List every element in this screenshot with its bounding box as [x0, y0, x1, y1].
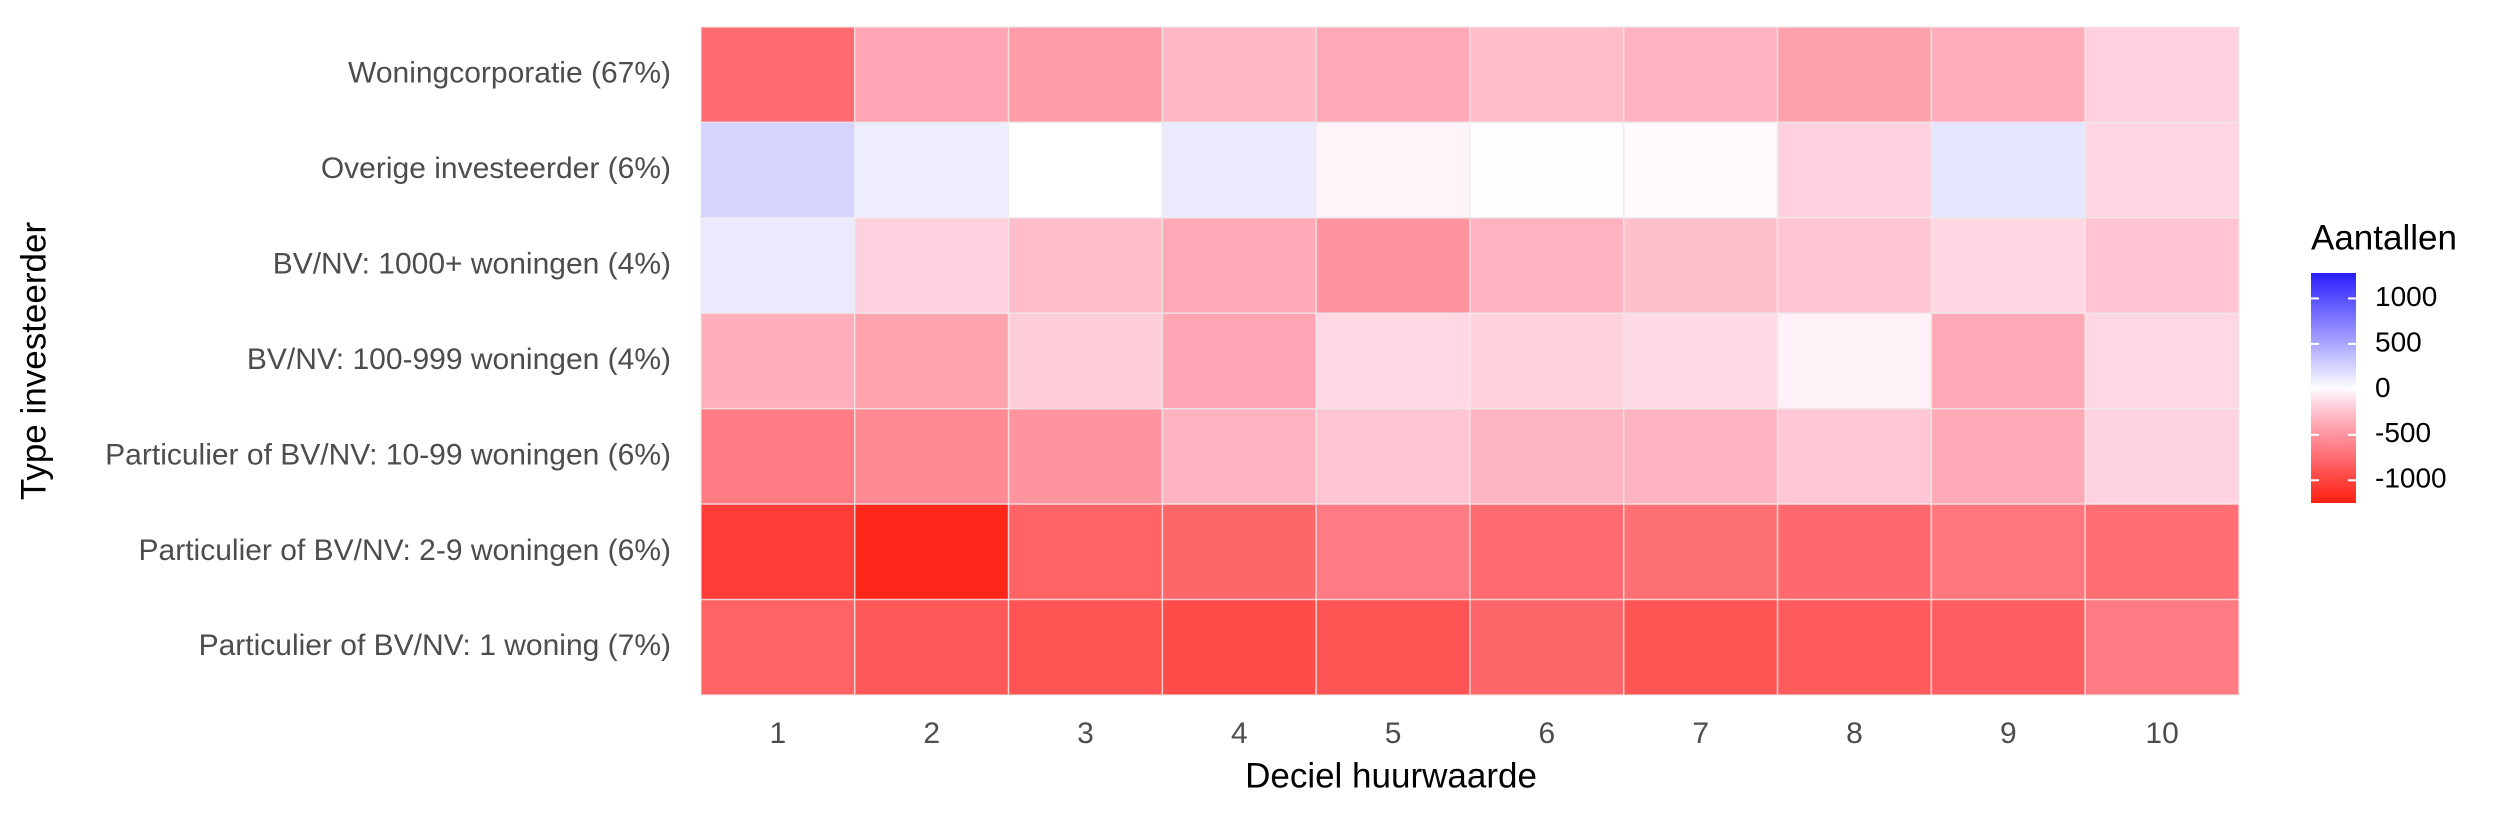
x-tick-label: 6: [1539, 717, 1556, 750]
heatmap-cell: [1623, 407, 1779, 505]
y-tick-label: Particulier of BV/NV: 1 woning (7%): [199, 629, 671, 662]
y-tick-label: Woningcorporatie (67%): [348, 57, 671, 90]
legend-tick-label: 1000: [2375, 281, 2437, 312]
heatmap-cell: [2084, 598, 2240, 696]
heatmap-cell: [700, 503, 856, 601]
heatmap-cell: [1930, 26, 2086, 124]
heatmap-cell: [1161, 26, 1317, 124]
heatmap-cell: [2084, 26, 2240, 124]
x-tick-label: 4: [1231, 717, 1248, 750]
heatmap-cell: [854, 598, 1010, 696]
legend-tick-label: -500: [2375, 417, 2431, 448]
heatmap-cell: [1315, 121, 1471, 219]
x-tick-label: 8: [1846, 717, 1863, 750]
heatmap-cell: [1623, 121, 1779, 219]
heatmap-cell: [1007, 312, 1164, 410]
heatmap-cell: [1930, 503, 2086, 601]
heatmap-cell: [1930, 598, 2086, 696]
x-tick-label: 3: [1077, 717, 1094, 750]
heatmap-cell: [1315, 598, 1471, 696]
heatmap-cell: [1469, 121, 1625, 219]
heatmap-cell: [1007, 503, 1164, 601]
heatmap-cell: [1623, 312, 1779, 410]
heatmap-cell: [700, 407, 856, 505]
heatmap-cell: [1469, 217, 1625, 315]
heatmap-cell: [854, 312, 1010, 410]
heatmap-cell: [1315, 26, 1471, 124]
x-axis-title: Deciel huurwaarde: [1245, 756, 1537, 795]
heatmap-cell: [1315, 312, 1471, 410]
heatmap-cell: [700, 598, 856, 696]
heatmap-cell: [1469, 598, 1625, 696]
heatmap-cell: [854, 26, 1010, 124]
heatmap-cell: [2084, 312, 2240, 410]
legend-tick-label: 500: [2375, 326, 2422, 357]
heatmap-cell: [1623, 503, 1779, 601]
heatmap-cell: [1776, 26, 1933, 124]
heatmap-cell: [1930, 217, 2086, 315]
heatmap-cell: [1315, 217, 1471, 315]
y-tick-label: Overige investeerder (6%): [321, 152, 671, 185]
y-tick-label: BV/NV: 1000+ woningen (4%): [273, 247, 671, 280]
heatmap-cell: [1930, 121, 2086, 219]
x-tick-label: 10: [2145, 717, 2178, 750]
heatmap-cell: [1315, 407, 1471, 505]
heatmap-cell: [2084, 121, 2240, 219]
x-tick-label: 9: [2000, 717, 2017, 750]
heatmap-cell: [700, 121, 856, 219]
heatmap-cell: [1161, 121, 1317, 219]
y-tick-label: BV/NV: 100-999 woningen (4%): [247, 343, 671, 376]
heatmap-cell: [1776, 121, 1933, 219]
heatmap-cell: [1776, 598, 1933, 696]
heatmap-cell: [854, 217, 1010, 315]
x-tick-label: 1: [770, 717, 787, 750]
legend-tick-label: 0: [2375, 372, 2391, 403]
heatmap-cell: [1776, 503, 1933, 601]
heatmap-cell: [1161, 407, 1317, 505]
legend-tick-label: -1000: [2375, 463, 2447, 494]
y-tick-label: Particulier of BV/NV: 10-99 woningen (6%…: [105, 438, 671, 471]
heatmap-cell: [1623, 26, 1779, 124]
heatmap-cell: [1930, 312, 2086, 410]
heatmap-cell: [1776, 312, 1933, 410]
heatmap-cell: [2084, 217, 2240, 315]
heatmap-cell: [1469, 312, 1625, 410]
heatmap-cell: [854, 407, 1010, 505]
heatmap-cell: [1007, 598, 1164, 696]
x-tick-label: 7: [1692, 717, 1709, 750]
heatmap-cell: [1776, 407, 1933, 505]
y-tick-label: Particulier of BV/NV: 2-9 woningen (6%): [139, 534, 671, 567]
heatmap-cell: [1007, 121, 1164, 219]
heatmap-cell: [1007, 26, 1164, 124]
heatmap-cell: [1623, 217, 1779, 315]
heatmap-cell: [1315, 503, 1471, 601]
heatmap-cell: [1007, 217, 1164, 315]
x-tick-label: 5: [1385, 717, 1402, 750]
heatmap-cell: [1007, 407, 1164, 505]
y-axis-title: Type investeerder: [14, 222, 53, 501]
heatmap-cell: [2084, 503, 2240, 601]
heatmap-cell: [700, 312, 856, 410]
heatmap-cell: [1161, 217, 1317, 315]
heatmap-cell: [1776, 217, 1933, 315]
heatmap-cell: [1161, 598, 1317, 696]
heatmap-cell: [1469, 503, 1625, 601]
heatmap-cell: [1623, 598, 1779, 696]
heatmap-cell: [700, 217, 856, 315]
heatmap-cell: [1161, 503, 1317, 601]
x-tick-label: 2: [923, 717, 940, 750]
heatmap-cell: [1930, 407, 2086, 505]
legend-title: Aantallen: [2311, 218, 2457, 257]
heatmap-cell: [854, 121, 1010, 219]
heatmap-cell: [700, 26, 856, 124]
heatmap-cell: [1469, 407, 1625, 505]
heatmap-cell: [854, 503, 1010, 601]
heatmap-cell: [1161, 312, 1317, 410]
heatmap-cell: [1469, 26, 1625, 124]
heatmap-cell: [2084, 407, 2240, 505]
colorbar: [2311, 273, 2356, 503]
